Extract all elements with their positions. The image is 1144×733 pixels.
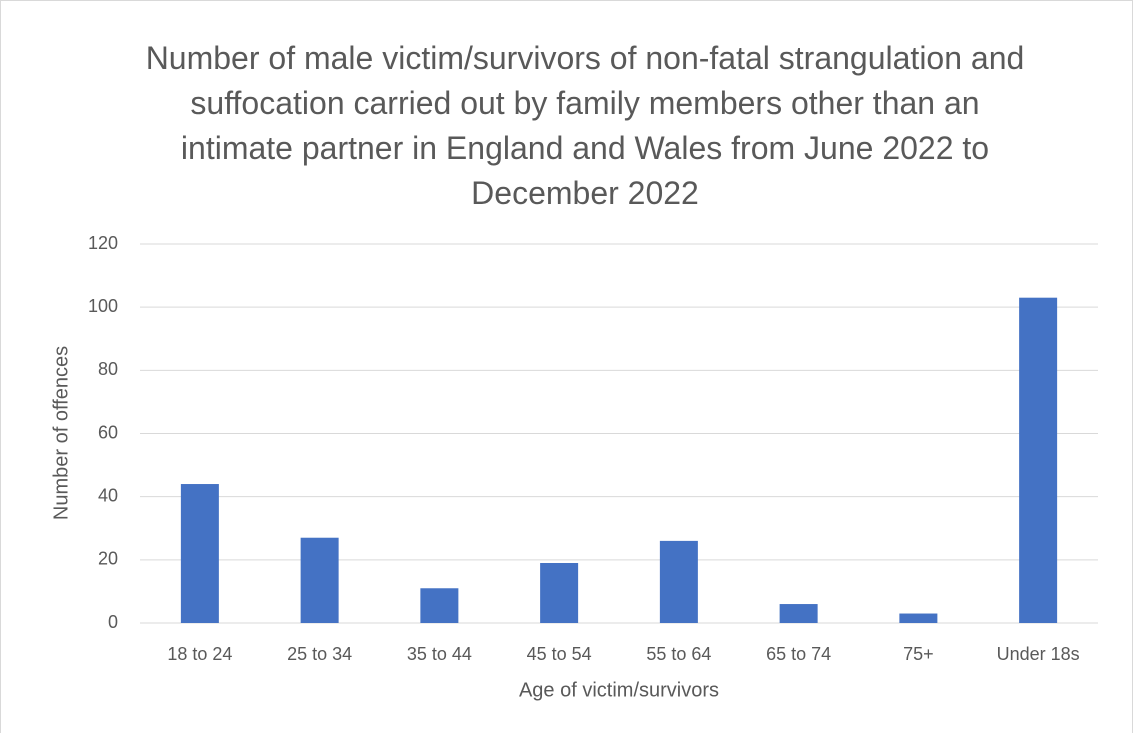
bar (659, 540, 698, 623)
y-tick-label: 40 (98, 485, 118, 505)
x-tick-label: 55 to 64 (646, 644, 711, 664)
bar (540, 562, 579, 623)
y-tick-label: 0 (108, 612, 118, 632)
y-tick-label: 20 (98, 549, 118, 569)
bar (420, 588, 459, 623)
bar (899, 613, 938, 623)
y-tick-label: 80 (98, 359, 118, 379)
y-tick-label: 100 (88, 296, 118, 316)
x-tick-label: 75+ (903, 644, 934, 664)
x-tick-label: 65 to 74 (766, 644, 831, 664)
x-tick-label: 18 to 24 (167, 644, 232, 664)
bar (300, 537, 339, 623)
y-axis-label: Number of offences (50, 346, 72, 520)
bar (1019, 297, 1058, 623)
bar (779, 604, 818, 623)
x-axis-label: Age of victim/survivors (519, 679, 719, 701)
x-tick-label: 45 to 54 (527, 644, 592, 664)
y-tick-label: 120 (88, 233, 118, 253)
chart-title: Number of male victim/survivors of non-f… (145, 40, 1025, 211)
x-tick-label: Under 18s (997, 644, 1080, 664)
y-tick-label: 60 (98, 422, 118, 442)
bar (180, 484, 219, 623)
x-tick-label: 25 to 34 (287, 644, 352, 664)
x-tick-label: 35 to 44 (407, 644, 472, 664)
